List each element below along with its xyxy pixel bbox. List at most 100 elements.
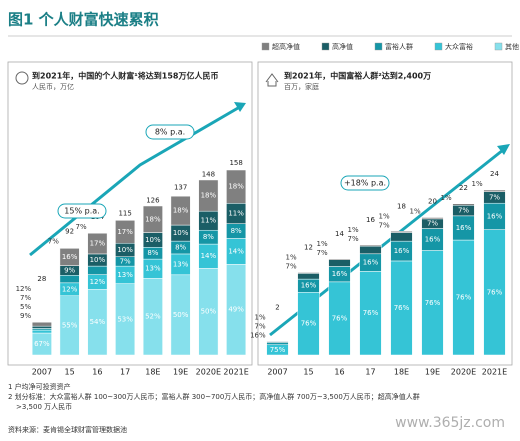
bar-segment	[297, 273, 320, 280]
segment-label: 76%	[363, 309, 379, 317]
total-label: 12	[304, 244, 313, 252]
bar-segment	[31, 329, 52, 334]
segment-label-outside: 7%	[76, 223, 87, 231]
segment-label: 16%	[425, 236, 441, 244]
legend-swatch	[434, 42, 443, 51]
segment-label: 8%	[231, 227, 242, 235]
legend-swatch	[321, 42, 330, 51]
segment-label: 53%	[117, 315, 133, 323]
segment-label: 10%	[145, 236, 161, 244]
x-tick-label: 19E	[425, 368, 440, 377]
annotation: 8% p.a.	[155, 128, 185, 137]
x-tick-label: 16	[92, 368, 102, 377]
segment-label-outside: 1%	[441, 194, 452, 202]
segment-label: 14%	[228, 247, 244, 255]
segment-label-outside: 9%	[20, 312, 31, 320]
total-label: 28	[37, 275, 46, 283]
segment-label: 18%	[228, 183, 244, 191]
segment-label: 13%	[173, 260, 189, 268]
segment-label: 11%	[201, 217, 217, 225]
panel-unit: 人民币，万亿	[32, 82, 74, 91]
icon	[265, 73, 279, 87]
bar-segment	[198, 179, 219, 212]
annotation: +18% p.a.	[344, 179, 386, 188]
total-label: 18	[397, 202, 406, 210]
segment-label: 18%	[201, 192, 217, 200]
segment-label: 17%	[117, 228, 133, 236]
segment-label: 13%	[117, 271, 133, 279]
segment-label: 50%	[173, 311, 189, 319]
segment-label: 16%	[456, 224, 472, 232]
total-label: 92	[65, 227, 74, 235]
segment-label-outside: 7%	[379, 221, 390, 229]
segment-label-outside: 7%	[286, 263, 297, 271]
bar-segment	[226, 169, 247, 204]
segment-label-outside: 1%	[317, 240, 328, 248]
bar-segment	[31, 325, 52, 329]
segment-label-outside: 1%	[286, 254, 297, 262]
segment-label: 76%	[394, 304, 410, 312]
segment-label: 7%	[458, 207, 469, 215]
total-label: 14	[335, 230, 344, 238]
total-label: 20	[428, 198, 437, 206]
panel-unit: 百万，家庭	[284, 82, 319, 91]
bar-segment	[87, 232, 108, 255]
total-label: 115	[118, 209, 131, 217]
bar-segment	[59, 248, 80, 266]
segment-label: 76%	[456, 294, 472, 302]
x-tick-label: 18E	[145, 368, 160, 377]
segment-label: 76%	[425, 299, 441, 307]
segment-label: 7%	[427, 220, 438, 228]
legend-swatch	[494, 42, 503, 51]
bar-segment	[87, 265, 108, 275]
segment-label-outside: 1%	[410, 208, 421, 216]
page-title: 图1 个人财富快速累积	[8, 11, 159, 29]
bar-segment	[297, 272, 320, 274]
segment-label: 54%	[90, 318, 106, 326]
x-tick-label: 17	[365, 368, 375, 377]
segment-label: 16%	[301, 282, 317, 290]
segment-label-outside: 7%	[348, 235, 359, 243]
total-label: 16	[366, 216, 375, 224]
legend-label: 其他	[505, 42, 519, 51]
segment-label: 8%	[175, 244, 186, 252]
segment-label: 10%	[173, 229, 189, 237]
segment-label: 10%	[117, 246, 133, 254]
bar-segment	[483, 189, 506, 192]
x-tick-label: 2007	[32, 368, 52, 377]
total-label: 137	[174, 184, 187, 192]
bar-segment	[142, 205, 163, 233]
footnote: 1 户均净可投资资产	[8, 382, 71, 391]
bar-segment	[328, 258, 351, 260]
segment-label: 7%	[489, 193, 500, 201]
segment-label: 12%	[90, 278, 106, 286]
segment-label-outside: 7%	[48, 237, 59, 245]
segment-label: 16%	[487, 212, 503, 220]
x-tick-label: 2020E	[196, 368, 221, 377]
segment-label: 17%	[90, 240, 106, 248]
bar-segment	[31, 321, 52, 327]
x-tick-label: 2007	[267, 368, 287, 377]
segment-label: 9%	[64, 266, 75, 274]
x-tick-label: 18E	[394, 368, 409, 377]
segment-label: 10%	[90, 256, 106, 264]
x-tick-label: 16	[334, 368, 344, 377]
total-label: 148	[202, 171, 215, 179]
segment-label: 76%	[301, 320, 317, 328]
segment-label: 49%	[228, 306, 244, 314]
segment-label: 14%	[201, 252, 217, 260]
segment-label: 52%	[145, 313, 161, 321]
panel-title: 到2021年，中国富裕人群²达到2,400万	[284, 71, 431, 81]
segment-label: 11%	[228, 209, 244, 217]
x-tick-label: 2021E	[482, 368, 507, 377]
annotation: 15% p.a.	[64, 207, 99, 216]
total-label: 22	[459, 184, 468, 192]
segment-label-outside: 1%	[348, 226, 359, 234]
bar-segment	[359, 245, 382, 255]
total-label: 158	[229, 159, 242, 167]
bar-segment	[59, 275, 80, 284]
segment-label-outside: 7%	[20, 294, 31, 302]
x-tick-label: 17	[120, 368, 130, 377]
total-label: 2	[275, 303, 279, 311]
